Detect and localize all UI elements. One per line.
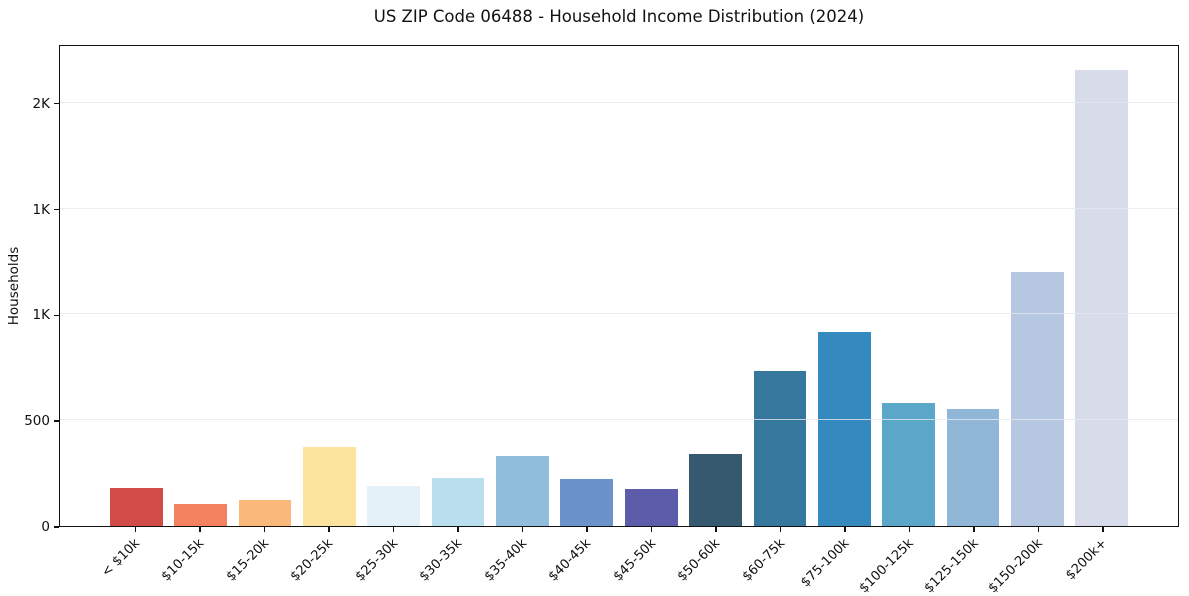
- bar-slot: [748, 46, 812, 526]
- bar-slot: [233, 46, 297, 526]
- x-tick-slot: [748, 527, 813, 532]
- x-tick-label: < $10k: [98, 536, 143, 581]
- y-tick-mark: [54, 420, 59, 422]
- x-tick-slot: [1006, 527, 1071, 532]
- bar-$35-40k: [496, 456, 549, 526]
- y-tick-mark: [54, 102, 59, 105]
- bar-slot: [619, 46, 683, 526]
- bar-$10-15k: [174, 503, 227, 526]
- x-tick-mark: [973, 527, 975, 532]
- x-tick-mark: [779, 527, 781, 532]
- y-tick-label: 500: [24, 413, 50, 430]
- x-tick-mark: [263, 527, 265, 532]
- x-tick-slot: [877, 527, 942, 532]
- x-label-slot: $200k+: [1063, 533, 1136, 583]
- x-label-slot: < $10k: [99, 533, 168, 583]
- x-tick-mark: [392, 527, 394, 532]
- x-tick-slot: [490, 527, 555, 532]
- bar-slot: [941, 46, 1005, 526]
- plot-area: [59, 45, 1179, 527]
- bars-row: [60, 46, 1178, 526]
- x-axis-ticks: [59, 527, 1179, 532]
- x-tick-slot: [555, 527, 620, 532]
- bar-$25-30k: [367, 485, 421, 526]
- x-tick-mark: [715, 527, 717, 532]
- x-tick-slot: [426, 527, 491, 532]
- x-tick-mark: [457, 527, 459, 532]
- x-tick-slot: [103, 527, 168, 532]
- bar-slot: [426, 46, 490, 526]
- chart-title: US ZIP Code 06488 - Household Income Dis…: [373, 7, 865, 26]
- x-tick-slot: [297, 527, 362, 532]
- x-axis-labels: < $10k $10-15k $15-20k $20-25k $25-30k $30-35…: [59, 533, 1179, 596]
- bar-$200k+: [1075, 69, 1129, 526]
- bar-slot: [297, 46, 361, 526]
- x-label-slot: $35-40k: [481, 533, 555, 584]
- bar-slot: [683, 46, 747, 526]
- bar-$20-25k: [302, 446, 356, 526]
- bar-slot: [812, 46, 876, 526]
- bar-slot: [104, 46, 168, 526]
- bar-$75-100k: [817, 332, 871, 526]
- bar-$40-45k: [560, 479, 614, 526]
- x-tick-slot: [684, 527, 749, 532]
- bar-slot: [362, 46, 426, 526]
- x-tick-slot: [361, 527, 426, 532]
- x-tick-mark: [1102, 527, 1104, 532]
- bar-$50-60k: [689, 454, 742, 526]
- x-tick-label: $200k+: [1063, 536, 1111, 584]
- y-tick-mark: [54, 526, 59, 528]
- x-tick-slot: [813, 527, 878, 532]
- y-tick-label: 1K: [32, 201, 50, 218]
- x-tick-mark: [650, 527, 652, 532]
- x-label-slot: $45-50k: [610, 533, 684, 584]
- x-tick-slot: [1071, 527, 1136, 532]
- x-tick-mark: [908, 527, 910, 532]
- x-tick-mark: [328, 527, 330, 532]
- bar-$30-35k: [431, 478, 485, 526]
- y-tick-mark: [54, 314, 59, 317]
- gridline: [60, 207, 1178, 209]
- gridline: [60, 313, 1178, 315]
- bar-$125-150k: [946, 408, 1000, 526]
- x-label-slot: $50-60k: [675, 533, 749, 584]
- bar-slot: [168, 46, 232, 526]
- x-tick-mark: [521, 527, 523, 532]
- bar-slot: [1005, 46, 1069, 526]
- bar-$60-75k: [753, 371, 807, 526]
- x-tick-mark: [586, 527, 588, 532]
- x-label-slot: $10-15k: [159, 533, 233, 584]
- x-tick-slot: [168, 527, 233, 532]
- x-tick-mark: [134, 527, 136, 532]
- y-tick-mark: [54, 208, 59, 211]
- y-tick-label: 0: [41, 519, 50, 535]
- x-tick-slot: [619, 527, 684, 532]
- x-tick-mark: [1037, 527, 1039, 532]
- x-label-slot: $15-20k: [223, 533, 297, 584]
- y-tick-label: 2K: [32, 95, 50, 112]
- bar-slot: [877, 46, 941, 526]
- gridline: [60, 101, 1178, 103]
- x-tick-mark: [199, 527, 201, 532]
- y-tick-label: 1K: [32, 307, 50, 324]
- x-label-slot: $25-30k: [352, 533, 426, 584]
- x-tick-mark: [844, 527, 846, 532]
- bar-$150-200k: [1011, 272, 1064, 526]
- bar-$15-20k: [238, 499, 292, 526]
- bar-slot: [490, 46, 554, 526]
- x-label-slot: $150-200k: [986, 533, 1071, 596]
- x-label-slot: $40-45k: [546, 533, 620, 584]
- x-tick-slot: [942, 527, 1007, 532]
- gridline: [60, 419, 1178, 421]
- x-tick-slot: [232, 527, 297, 532]
- bar-$45-50k: [624, 488, 678, 526]
- bar-< $10k: [109, 487, 163, 526]
- bar-slot: [1070, 46, 1134, 526]
- x-label-slot: $20-25k: [288, 533, 362, 584]
- bar-slot: [555, 46, 619, 526]
- x-label-slot: $30-35k: [417, 533, 491, 584]
- bar-$100-125k: [882, 403, 936, 526]
